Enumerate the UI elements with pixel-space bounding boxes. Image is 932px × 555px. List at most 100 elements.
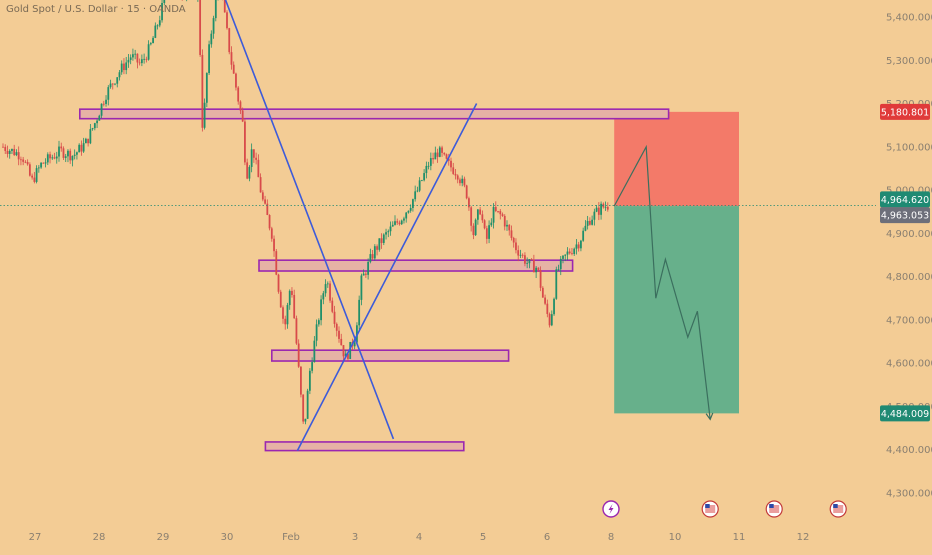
candle-body — [432, 158, 434, 160]
price-tick-label: 4,900.000 — [886, 229, 932, 240]
candle-body — [261, 192, 264, 200]
candle-body — [53, 157, 56, 159]
time-tick-label: 8 — [608, 532, 614, 543]
candle-body — [400, 220, 403, 225]
stop-loss-zone — [614, 111, 739, 207]
candle-body — [315, 324, 318, 341]
projection-line — [613, 144, 711, 420]
price-axis[interactable]: 5,400.0005,300.0005,200.0005,100.0005,00… — [886, 13, 932, 500]
candle-body — [102, 103, 105, 105]
candle-body — [35, 168, 38, 182]
candle-body — [510, 230, 513, 238]
candle-body — [474, 219, 477, 236]
candle-body — [8, 150, 11, 154]
symbol-title: Gold Spot / U.S. Dollar · 15 · OANDA — [6, 4, 186, 15]
candle-body — [492, 206, 495, 223]
candle-body — [470, 207, 473, 226]
projection-path[interactable] — [613, 144, 714, 421]
trend-lines[interactable] — [224, 0, 478, 451]
time-tick-label: 11 — [733, 532, 746, 543]
candle-body — [420, 180, 423, 182]
time-tick-label: 12 — [797, 532, 810, 543]
flag-canton — [705, 504, 710, 508]
candle-body — [67, 150, 69, 157]
us-flag-icon — [701, 500, 719, 518]
candle-body — [600, 203, 602, 215]
candle-body — [255, 157, 258, 160]
candle-body — [123, 63, 125, 71]
candle-body — [208, 44, 210, 74]
candle-body — [40, 162, 42, 168]
candle-body — [593, 211, 596, 220]
candle-body — [268, 215, 271, 229]
candle-body — [257, 159, 260, 178]
candle-body — [364, 273, 367, 275]
candle-body — [425, 165, 428, 174]
candle-body — [454, 173, 457, 176]
candle-body — [140, 59, 143, 64]
time-tick-label: Feb — [282, 532, 300, 543]
candle-body — [129, 57, 132, 60]
candle-body — [490, 222, 493, 226]
candle-body — [571, 253, 573, 255]
candle-body — [335, 323, 338, 331]
candle-body — [517, 250, 520, 256]
candle-body — [304, 418, 307, 422]
candle-body — [152, 37, 154, 44]
event-markers[interactable] — [602, 500, 847, 518]
candle-body — [485, 228, 488, 239]
time-tick-label: 27 — [29, 532, 42, 543]
candle-body — [373, 246, 376, 259]
candle-body — [37, 167, 40, 169]
candle-body — [149, 43, 152, 45]
support-resistance-zones[interactable] — [79, 108, 670, 452]
candle-body — [2, 146, 4, 148]
candle-body — [237, 87, 240, 102]
candle-body — [212, 18, 215, 34]
candle-body — [252, 149, 255, 158]
us-flag-icon — [765, 500, 783, 518]
candle-body — [535, 267, 538, 273]
candle-body — [494, 206, 497, 212]
candle-body — [116, 77, 119, 84]
candle-body — [17, 152, 20, 160]
candle-body — [143, 58, 146, 60]
candle-body — [266, 203, 269, 216]
price-badge-label: 4,964.620 — [881, 195, 929, 206]
price-badge-label: 4,484.009 — [881, 409, 929, 420]
position-tool[interactable] — [614, 111, 739, 414]
candle-body — [553, 298, 555, 315]
candle-body — [447, 158, 450, 161]
candle-body — [548, 313, 551, 326]
candle-body — [391, 224, 394, 227]
candle-body — [277, 274, 280, 292]
candle-body — [353, 342, 356, 347]
candle-body — [120, 63, 123, 73]
candle-body — [203, 102, 206, 128]
candle-body — [291, 290, 293, 295]
candle-body — [239, 101, 242, 111]
candle-body — [311, 362, 314, 371]
candle-body — [479, 209, 482, 215]
candle-body — [342, 345, 345, 357]
time-tick-label: 29 — [157, 532, 170, 543]
candle-body — [214, 0, 217, 19]
candle-body — [418, 180, 421, 191]
candle-body — [441, 147, 443, 153]
candle-body — [145, 58, 148, 60]
candle-body — [154, 25, 157, 38]
candle-body — [308, 370, 311, 391]
candle-body — [109, 83, 112, 88]
candle-body — [205, 73, 208, 103]
candle-body — [250, 149, 253, 167]
candle-body — [541, 287, 544, 298]
candle-body — [515, 242, 517, 251]
zone-rect-2 — [258, 259, 574, 272]
time-axis[interactable]: 27 28 29 30 Feb 3 4 5 6 8 10 11 12 — [29, 532, 810, 543]
candle-body — [544, 297, 546, 304]
price-tick-label: 4,800.000 — [886, 272, 932, 283]
candle-body — [524, 255, 526, 264]
candle-body — [58, 146, 60, 157]
